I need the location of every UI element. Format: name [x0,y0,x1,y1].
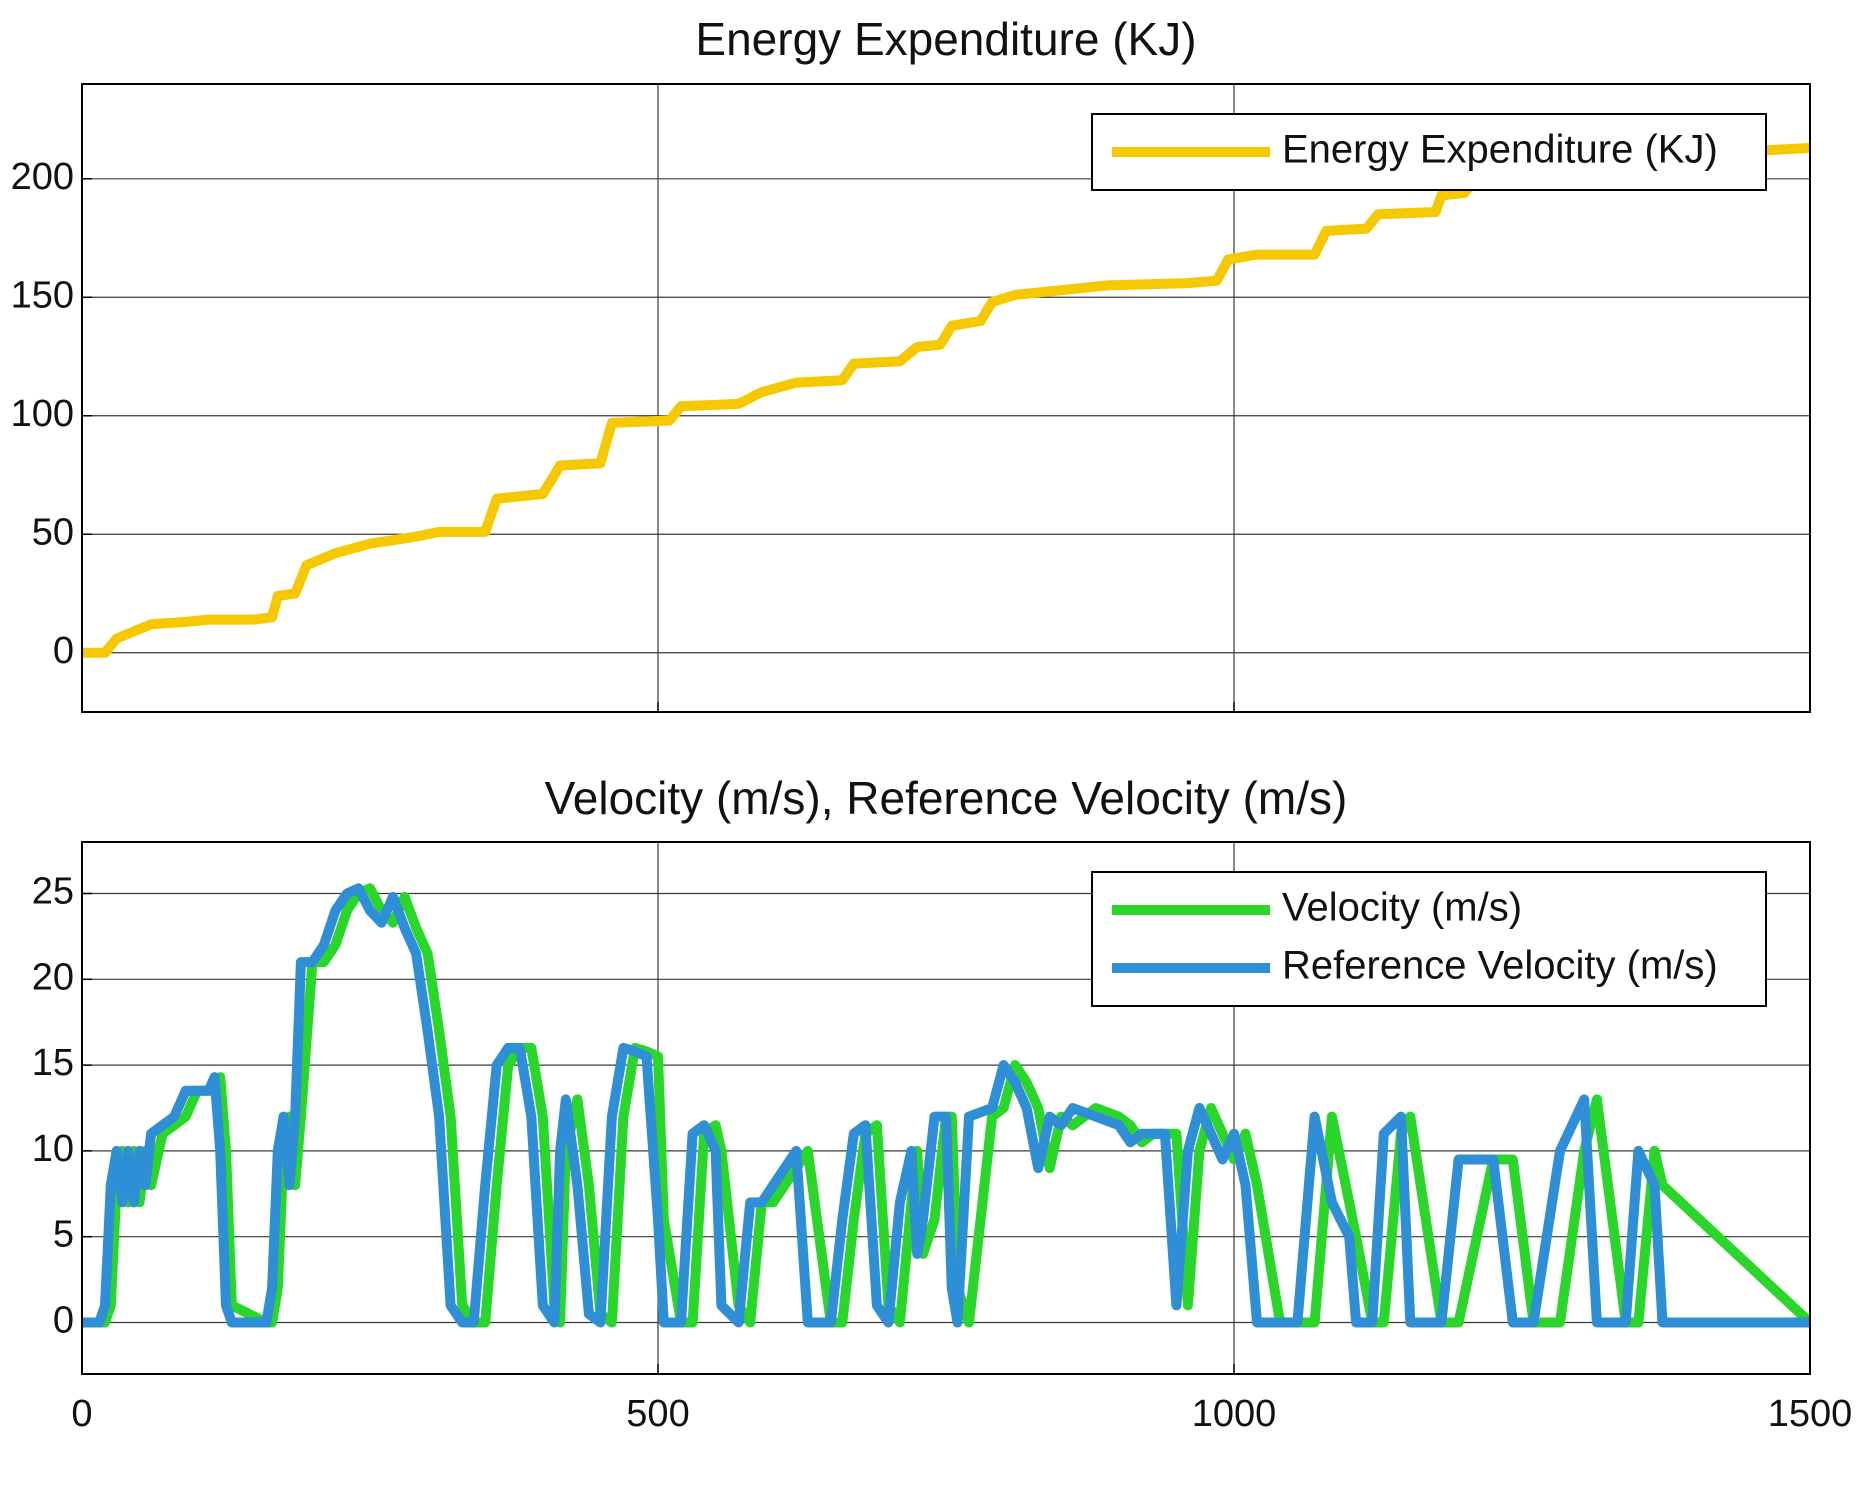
legend-label: Energy Expenditure (KJ) [1282,128,1718,172]
x-tick-label: 500 [626,1393,689,1435]
chart-title: Energy Expenditure (KJ) [695,13,1196,65]
y-tick-label: 0 [53,1300,74,1342]
legend-box [1091,871,1767,1007]
chart-title: Velocity (m/s), Reference Velocity (m/s) [545,772,1348,824]
legend-label: Velocity (m/s) [1282,886,1522,930]
y-tick-label: 15 [32,1042,74,1084]
series-line [82,143,1810,658]
y-tick-label: 10 [32,1128,74,1170]
y-tick-label: 150 [11,274,74,316]
series-line [82,883,1810,1328]
y-tick-label: 100 [11,393,74,435]
legend: Velocity (m/s) Reference Velocity (m/s) [1091,871,1767,1007]
x-tick-label: 0 [71,1393,92,1435]
chart-panel: Energy Expenditure (KJ) 0 50 100 150 200 Energ… [11,13,1811,713]
y-tick-label: 200 [11,156,74,198]
y-tick-label: 20 [32,956,74,998]
x-tick-label: 1000 [1192,1393,1277,1435]
y-tick-label: 50 [32,511,74,553]
chart-panel: Velocity (m/s), Reference Velocity (m/s)… [32,772,1853,1435]
plot-frame [81,83,1811,713]
x-tick-label: 1500 [1768,1393,1853,1435]
y-tick-label: 5 [53,1214,74,1256]
y-tick-label: 0 [53,630,74,672]
legend-label: Reference Velocity (m/s) [1282,944,1718,988]
y-tick-label: 25 [32,871,74,913]
plot-frame [81,841,1811,1375]
legend: Energy Expenditure (KJ) [1091,113,1767,191]
